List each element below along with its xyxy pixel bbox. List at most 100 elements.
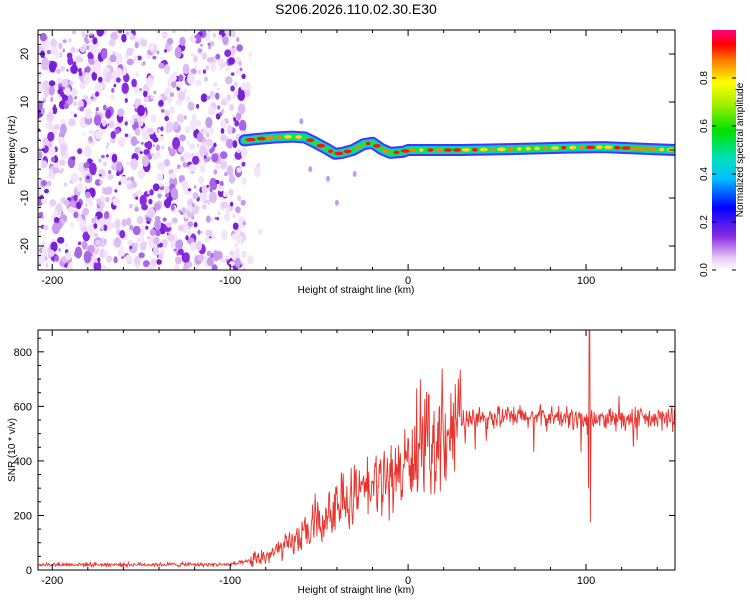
noise-speckle [224,171,228,177]
noise-speckle [308,166,313,173]
noise-speckle [200,43,203,47]
noise-speckle [54,50,62,59]
noise-speckle [334,199,339,206]
noise-speckle [38,252,47,264]
noise-speckle [104,30,107,34]
noise-speckle [248,52,252,57]
noise-speckle [93,114,102,126]
noise-speckle [119,230,126,239]
noise-speckle [230,85,235,92]
noise-speckle [45,263,49,268]
noise-speckle [158,95,163,100]
noise-speckle [89,162,97,176]
noise-speckle [121,218,127,227]
noise-speckle [114,237,122,248]
noise-speckle [99,180,103,185]
track-hotspot [497,147,506,152]
noise-speckle [235,112,242,121]
noise-speckle [82,207,90,216]
noise-speckle [232,158,236,162]
noise-speckle [152,136,159,143]
noise-speckle [214,164,220,171]
noise-speckle [106,255,113,263]
noise-speckle [162,217,167,222]
noise-speckle [155,144,160,152]
noise-speckle [41,57,50,71]
noise-speckle [70,110,74,115]
noise-speckle [150,95,155,100]
noise-speckle [50,172,56,180]
colorbar-ticks: 0.0 0.2 0.4 0.6 0.8 [699,71,736,277]
noise-speckle [220,119,227,129]
noise-speckle [230,72,235,76]
noise-speckle [204,76,208,82]
noise-speckle [232,214,236,218]
noise-speckle [132,225,141,236]
noise-speckle [186,140,190,146]
noise-speckle [93,232,99,238]
noise-speckle [42,97,47,103]
noise-speckle [42,38,50,51]
noise-speckle [139,241,147,251]
noise-speckle [48,249,55,257]
noise-speckle [210,62,217,72]
noise-speckle [147,207,156,219]
noise-speckle [230,30,236,38]
y-tick-label: 800 [14,347,32,359]
noise-speckle [140,89,143,93]
track-hotspot [284,135,292,139]
x-tick-label: -200 [41,275,63,287]
noise-speckle [165,109,170,117]
noise-speckle [231,48,237,54]
noise-speckle [116,77,121,83]
noise-speckle [214,216,218,220]
noise-speckle [166,221,172,228]
noise-speckle [174,248,177,252]
noise-speckle [167,233,175,242]
noise-speckle [241,161,246,167]
noise-speckle [138,168,145,180]
noise-speckle [159,182,163,187]
noise-speckle [177,82,183,88]
noise-speckle [232,140,238,149]
noise-speckle [191,113,197,121]
noise-speckle [61,94,69,102]
track-hotspot [461,148,471,152]
y-tick-label: 400 [14,456,32,468]
noise-speckle [67,263,73,270]
noise-speckle [156,172,164,181]
noise-speckle [221,229,228,241]
noise-speckle [174,46,182,59]
noise-speckle [41,87,45,93]
noise-speckle [76,48,79,53]
noise-speckle [62,48,66,53]
noise-speckle [145,225,149,230]
noise-speckle [158,62,165,69]
noise-speckle [193,222,198,228]
y-tick-label: 0 [19,147,31,153]
noise-speckle [126,217,132,226]
track-hotspot [382,149,390,153]
noise-speckle [124,133,129,138]
noise-speckle [103,211,110,220]
noise-speckle [221,201,228,209]
noise-speckle [242,177,247,185]
noise-speckle [129,204,133,209]
noise-speckle [187,230,192,237]
noise-speckle [194,65,198,69]
noise-speckle [102,119,107,127]
noise-speckle [99,218,104,224]
track-hotspot [525,146,531,151]
noise-speckle [225,207,230,215]
noise-speckle [217,58,225,67]
noise-speckle [172,137,181,150]
noise-speckle [83,162,90,169]
noise-speckle [241,73,246,79]
noise-speckle [63,102,69,109]
noise-speckle [182,63,190,75]
noise-speckle [234,91,239,96]
noise-speckle [112,197,120,206]
noise-speckle [96,30,105,37]
track-hotspot [245,137,256,142]
